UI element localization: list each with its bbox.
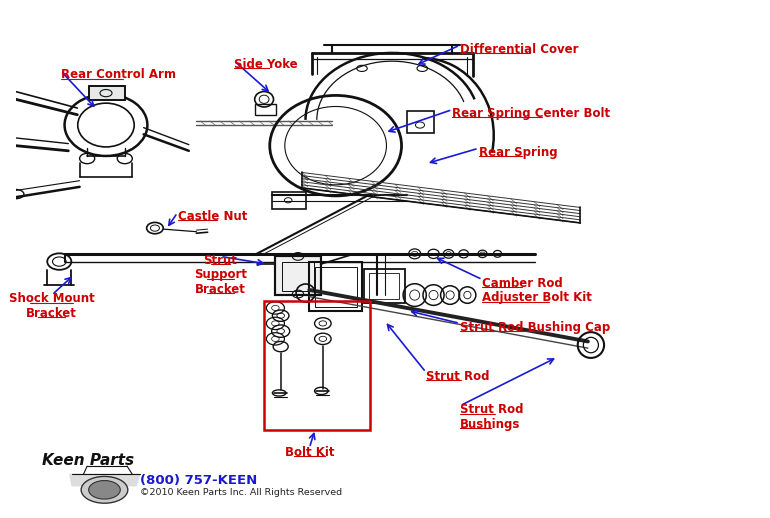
Bar <box>282 262 314 292</box>
Text: Strut Rod: Strut Rod <box>460 403 524 416</box>
Text: Adjuster Bolt Kit: Adjuster Bolt Kit <box>483 292 592 305</box>
Bar <box>363 269 405 303</box>
Text: (800) 757-KEEN: (800) 757-KEEN <box>140 474 257 487</box>
Bar <box>315 267 357 307</box>
Bar <box>89 86 125 100</box>
Text: Rear Spring Center Bolt: Rear Spring Center Bolt <box>452 107 611 120</box>
Bar <box>255 105 276 115</box>
Bar <box>89 86 125 100</box>
Ellipse shape <box>81 477 128 503</box>
Bar <box>276 256 320 295</box>
Text: Bushings: Bushings <box>460 418 521 430</box>
Text: Rear Control Arm: Rear Control Arm <box>61 68 176 81</box>
Text: Keen Parts: Keen Parts <box>42 453 134 468</box>
Bar <box>272 192 306 209</box>
Text: Side Yoke: Side Yoke <box>234 58 298 71</box>
Text: Bracket: Bracket <box>195 283 246 296</box>
Text: Shock Mount: Shock Mount <box>9 293 95 306</box>
Bar <box>369 274 399 299</box>
Text: ©2010 Keen Parts Inc. All Rights Reserved: ©2010 Keen Parts Inc. All Rights Reserve… <box>140 488 342 497</box>
Text: Strut Rod: Strut Rod <box>426 370 490 383</box>
Text: Strut: Strut <box>203 254 237 267</box>
Text: Castle Nut: Castle Nut <box>178 210 247 223</box>
Text: Bracket: Bracket <box>26 307 77 320</box>
Text: Support: Support <box>194 268 247 281</box>
Polygon shape <box>70 474 140 486</box>
Bar <box>310 262 362 310</box>
Bar <box>407 111 434 133</box>
Text: Bolt Kit: Bolt Kit <box>285 445 334 458</box>
Text: Differential Cover: Differential Cover <box>460 42 578 55</box>
Ellipse shape <box>89 481 120 499</box>
Bar <box>264 301 370 430</box>
Text: Strut Rod Bushing Cap: Strut Rod Bushing Cap <box>460 321 610 334</box>
Text: Camber Rod: Camber Rod <box>483 277 563 290</box>
Bar <box>276 256 320 295</box>
Text: Rear Spring: Rear Spring <box>479 146 557 159</box>
